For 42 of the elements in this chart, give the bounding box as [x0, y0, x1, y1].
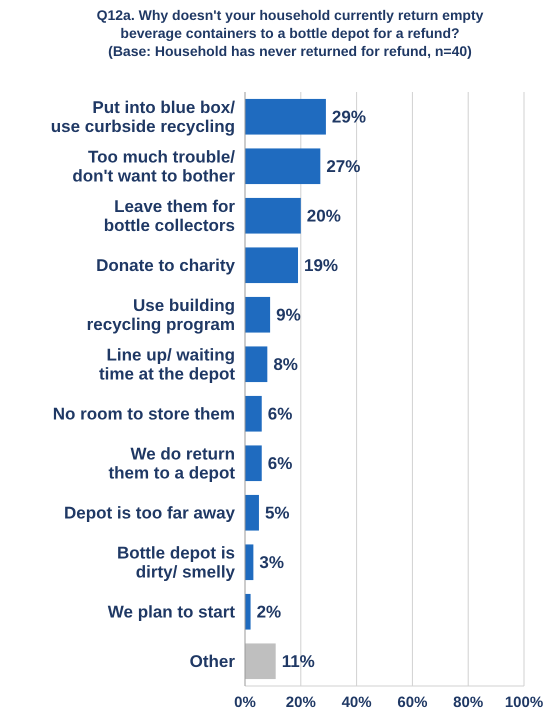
data-label: 9%: [276, 306, 301, 325]
bar: [245, 445, 262, 482]
bar: [245, 544, 254, 580]
bar: [245, 198, 301, 234]
x-tick-label: 40%: [342, 694, 372, 711]
bar: [245, 396, 262, 432]
y-tick-label: We plan to start: [108, 602, 236, 622]
data-label: 29%: [332, 108, 366, 127]
bar: [245, 98, 326, 135]
y-tick-label: Use building recycling program: [86, 296, 235, 334]
data-label: 11%: [282, 652, 315, 672]
data-label: 27%: [326, 157, 360, 176]
y-tick-label: Too much trouble/ don't want to bother: [72, 148, 236, 186]
y-tick-label: We do return them to a depot: [108, 444, 236, 483]
bar: [245, 643, 276, 680]
y-tick-label: No room to store them: [52, 404, 235, 424]
data-label: 19%: [304, 256, 338, 276]
bar: [245, 148, 320, 184]
data-label: 6%: [268, 404, 292, 424]
data-label: 6%: [268, 454, 292, 474]
y-tick-label: Leave them for bottle collectors: [104, 197, 236, 236]
y-tick-label: Put into blue box/ use curbside recycling: [50, 98, 236, 136]
data-label: 20%: [306, 206, 341, 226]
bar: [245, 247, 298, 284]
data-label: 2%: [256, 602, 282, 622]
data-label: 8%: [273, 355, 298, 374]
bar: [245, 494, 259, 531]
y-tick-label: Donate to charity: [96, 256, 236, 276]
data-label: 5%: [264, 504, 290, 523]
x-tick-label: 80%: [453, 694, 484, 711]
y-tick-label: Line up/ waiting time at the depot: [98, 346, 236, 384]
bar: [245, 346, 268, 382]
x-tick-label: 0%: [234, 694, 256, 711]
x-tick-label: 20%: [286, 694, 316, 711]
x-tick-label: 60%: [397, 694, 428, 711]
x-tick-label: 100%: [504, 694, 544, 711]
y-tick-label: Depot is too far away: [64, 504, 236, 523]
y-tick-label: Bottle depot is dirty/ smelly: [116, 544, 236, 582]
y-tick-label: Other: [190, 652, 236, 672]
chart-title: Q12a. Why doesn't your household currently return empty beverage containers to a bottle depot for a refund? (Base: Household has never returned for refund, n=40): [96, 7, 484, 59]
bar: [245, 296, 270, 333]
data-label: 3%: [259, 553, 284, 572]
